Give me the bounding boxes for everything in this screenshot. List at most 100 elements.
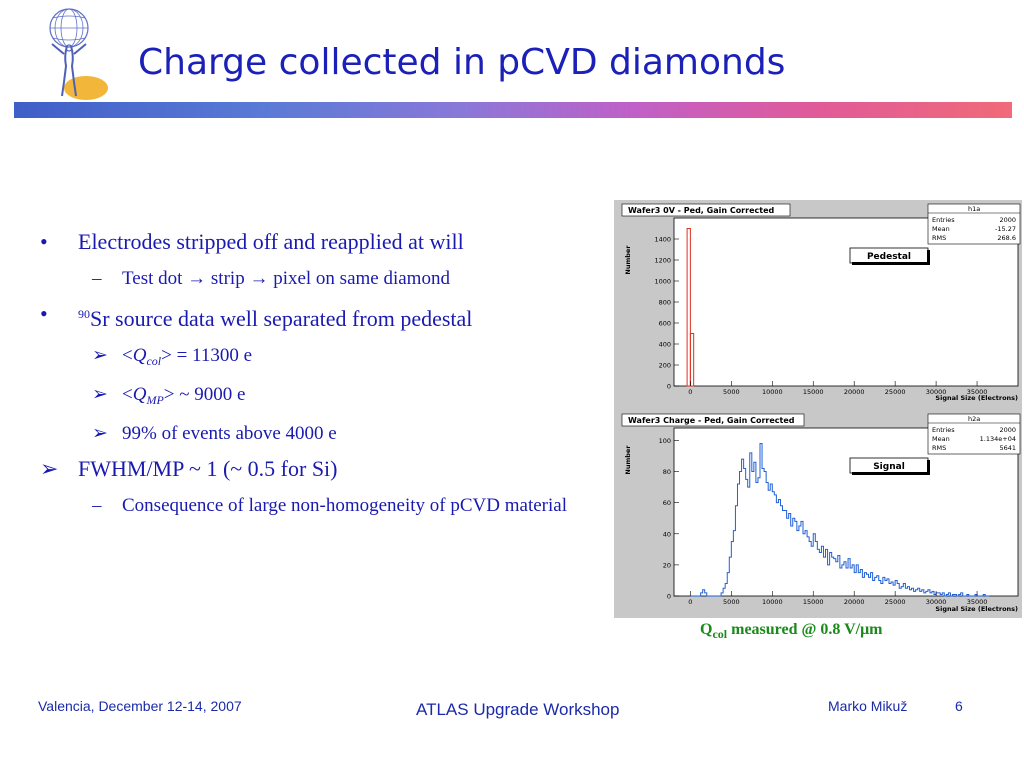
x-tick-label: 30000 bbox=[926, 598, 947, 606]
sub-bullet-qmp: ➢ <QMP> ~ 9000 e bbox=[40, 382, 610, 413]
x-tick-label: 0 bbox=[688, 598, 692, 606]
histogram-title: Wafer3 Charge - Ped, Gain Corrected bbox=[628, 416, 795, 425]
x-tick-label: 15000 bbox=[803, 388, 824, 396]
atlas-logo bbox=[49, 8, 108, 100]
stats-rms-label: RMS bbox=[932, 444, 946, 452]
bullet-text: > = 11300 e bbox=[161, 345, 253, 366]
y-tick-label: 20 bbox=[663, 561, 671, 569]
signal-histogram-line bbox=[690, 443, 990, 597]
x-axis-label: Signal Size (Electrons) bbox=[935, 394, 1018, 402]
stats-mean-value: 1.134e+04 bbox=[980, 435, 1016, 443]
figure-caption: Qcol measured @ 0.8 V/μm bbox=[700, 621, 882, 642]
arrow-bullet-icon: ➢ bbox=[40, 456, 59, 481]
y-tick-label: 1400 bbox=[654, 236, 671, 244]
stats-mean-label: Mean bbox=[932, 225, 950, 233]
dash-icon: – bbox=[92, 268, 102, 289]
stats-entries-label: Entries bbox=[932, 426, 955, 434]
x-tick-label: 10000 bbox=[762, 598, 783, 606]
y-tick-label: 800 bbox=[659, 299, 671, 307]
bullet-dot-icon: • bbox=[40, 229, 48, 254]
histogram-bin bbox=[689, 333, 695, 387]
x-tick-label: 10000 bbox=[762, 388, 783, 396]
y-tick-label: 80 bbox=[663, 468, 671, 476]
y-tick-label: 0 bbox=[667, 383, 671, 391]
bullet-text: Electrodes stripped off and reapplied at… bbox=[78, 229, 464, 254]
x-tick-label: 20000 bbox=[844, 598, 865, 606]
x-tick-label: 30000 bbox=[926, 388, 947, 396]
title-gradient-bar bbox=[14, 102, 1012, 118]
bullet-text: Test dot → strip → pixel on same diamond bbox=[122, 268, 450, 289]
slide-title: Charge collected in pCVD diamonds bbox=[138, 42, 786, 83]
bullet-dot-icon: • bbox=[40, 301, 48, 326]
q-subscript: MP bbox=[146, 393, 164, 407]
bullet-text: FWHM/MP ~ 1 (~ 0.5 for Si) bbox=[78, 456, 338, 481]
q-subscript: col bbox=[146, 354, 162, 368]
stats-name: h2a bbox=[968, 415, 980, 423]
y-axis-label: Number bbox=[624, 445, 632, 475]
stats-entries-value: 2000 bbox=[999, 426, 1016, 434]
footer-location-date: Valencia, December 12-14, 2007 bbox=[38, 698, 242, 714]
y-tick-label: 60 bbox=[663, 499, 671, 507]
stats-rms-label: RMS bbox=[932, 234, 946, 242]
x-tick-label: 15000 bbox=[803, 598, 824, 606]
x-tick-label: 20000 bbox=[844, 388, 865, 396]
y-tick-label: 40 bbox=[663, 530, 671, 538]
x-tick-label: 35000 bbox=[967, 388, 988, 396]
histogram-bin bbox=[686, 228, 691, 387]
stats-name: h1a bbox=[968, 205, 980, 213]
y-tick-label: 400 bbox=[659, 341, 671, 349]
y-tick-label: 0 bbox=[667, 593, 671, 601]
stats-mean-label: Mean bbox=[932, 435, 950, 443]
caption-text: measured @ 0.8 V/μm bbox=[727, 621, 883, 638]
arrow-bullet-icon: ➢ bbox=[92, 384, 108, 405]
caption-subscript: col bbox=[712, 627, 728, 641]
y-tick-label: 200 bbox=[659, 362, 671, 370]
q-symbol: Q bbox=[132, 345, 147, 366]
x-tick-label: 35000 bbox=[967, 598, 988, 606]
arrow-bullet-icon: ➢ bbox=[92, 423, 108, 444]
signal-histogram: 0 5000 10000 15000 20000 25000 30000 35000 0 20 4… bbox=[614, 410, 1022, 618]
bullet-electrodes: • Electrodes stripped off and reapplied a… bbox=[40, 228, 610, 256]
sub-bullet-consequence: – Consequence of large non-homogeneity of… bbox=[40, 493, 610, 519]
x-tick-label: 5000 bbox=[723, 598, 740, 606]
caption-q: Q bbox=[700, 621, 713, 638]
stats-rms-value: 268.6 bbox=[997, 234, 1016, 242]
signal-label: Signal bbox=[873, 462, 905, 472]
isotope-superscript: 90 bbox=[78, 307, 90, 321]
x-tick-label: 25000 bbox=[885, 388, 906, 396]
bracket-open: < bbox=[122, 345, 133, 366]
q-symbol: Q bbox=[132, 384, 147, 405]
bullet-fwhm: ➢ FWHM/MP ~ 1 (~ 0.5 for Si) bbox=[40, 455, 610, 483]
stats-rms-value: 5641 bbox=[999, 444, 1016, 452]
x-tick-label: 25000 bbox=[885, 598, 906, 606]
y-tick-label: 100 bbox=[659, 437, 671, 445]
x-axis-label: Signal Size (Electrons) bbox=[935, 605, 1018, 613]
arrow-bullet-icon: ➢ bbox=[92, 345, 108, 366]
stats-entries-label: Entries bbox=[932, 216, 955, 224]
y-tick-label: 1200 bbox=[654, 257, 671, 265]
footer-workshop: ATLAS Upgrade Workshop bbox=[416, 700, 620, 719]
x-tick-label: 0 bbox=[688, 388, 692, 396]
x-tick-label: 5000 bbox=[723, 388, 740, 396]
sub-bullet-99pct: ➢ 99% of events above 4000 e bbox=[40, 421, 610, 447]
histogram-title: Wafer3 0V - Ped, Gain Corrected bbox=[628, 206, 774, 215]
bullet-sr-source: • 90Sr source data well separated from pe… bbox=[40, 300, 610, 333]
pedestal-histogram: 0 5000 10000 15000 20000 25000 30000 35000 0 200… bbox=[614, 200, 1022, 412]
stats-mean-value: -15.27 bbox=[995, 225, 1016, 233]
sub-bullet-test-dot: – Test dot → strip → pixel on same diamon… bbox=[40, 266, 610, 292]
dash-icon: – bbox=[92, 495, 102, 516]
bullet-text: Consequence of large non-homogeneity of … bbox=[122, 495, 567, 516]
y-tick-label: 1000 bbox=[654, 278, 671, 286]
footer-page-number: 6 bbox=[955, 698, 963, 714]
bullet-list: • Electrodes stripped off and reapplied a… bbox=[40, 228, 610, 527]
bullet-text: > ~ 9000 e bbox=[163, 384, 246, 405]
bracket-open: < bbox=[122, 384, 133, 405]
pedestal-label: Pedestal bbox=[867, 252, 911, 262]
bullet-text: Sr source data well separated from pedes… bbox=[90, 306, 473, 331]
sub-bullet-qcol: ➢ <Qcol> = 11300 e bbox=[40, 343, 610, 374]
stats-entries-value: 2000 bbox=[999, 216, 1016, 224]
footer-author: Marko Mikuž bbox=[828, 698, 908, 714]
y-tick-label: 600 bbox=[659, 320, 671, 328]
bullet-text: 99% of events above 4000 e bbox=[122, 423, 337, 444]
y-axis-label: Number bbox=[624, 245, 632, 275]
